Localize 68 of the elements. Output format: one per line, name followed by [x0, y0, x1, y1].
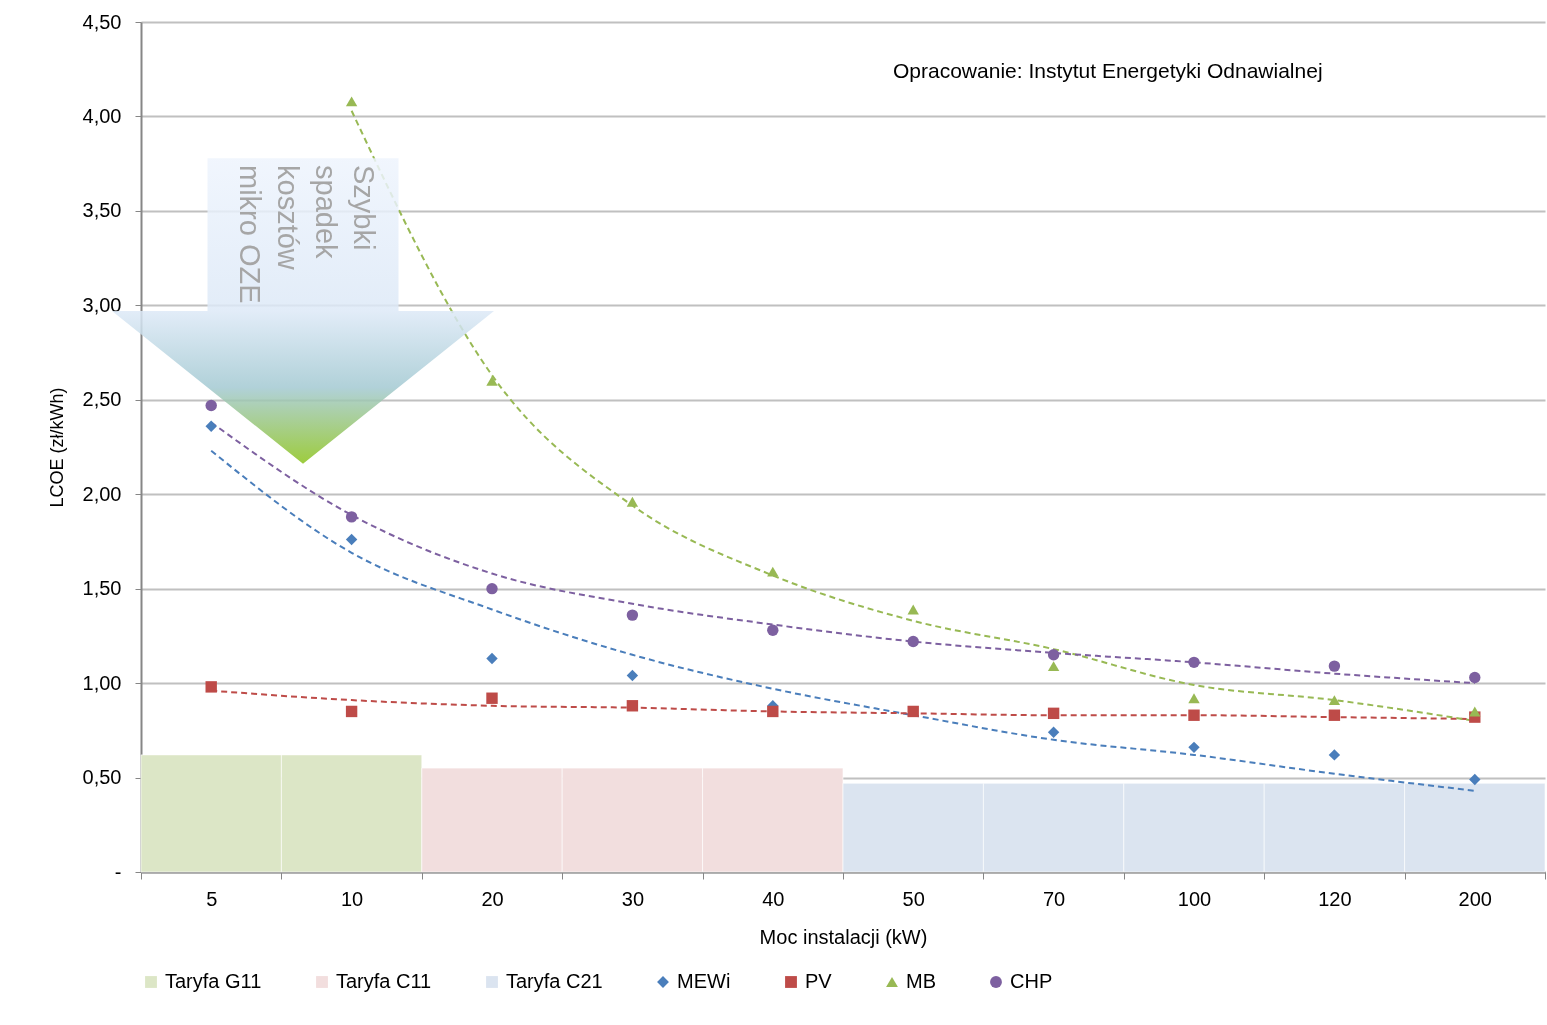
y-tick-label: 3,00	[82, 293, 122, 316]
point	[907, 705, 919, 718]
point	[1469, 706, 1481, 717]
point	[767, 624, 779, 636]
point	[626, 496, 639, 507]
x-tick-label: 70	[1042, 887, 1066, 910]
annotation: Opracowanie: Instytut Energetyki Odnawialnej	[893, 59, 1323, 82]
y-tick-label: -	[114, 860, 122, 883]
y-tick-label: 1,00	[82, 671, 122, 694]
point	[486, 582, 498, 595]
point	[205, 399, 217, 412]
x-tick-label: 120	[1318, 887, 1352, 910]
point	[1188, 656, 1200, 669]
point	[1469, 773, 1481, 786]
point	[767, 705, 779, 718]
y-tick-label: 2,50	[82, 388, 122, 411]
x-tick-label: 20	[481, 887, 504, 910]
y-tick-label: 3,50	[82, 199, 122, 222]
point	[345, 533, 358, 546]
point	[1328, 660, 1341, 672]
y-tick-label: 2,00	[82, 482, 122, 505]
point	[1188, 741, 1200, 754]
legend-label: CHP	[1010, 970, 1053, 992]
x-tick-label: 5	[206, 887, 218, 910]
point	[767, 566, 779, 577]
x-tick-label: 30	[621, 887, 645, 910]
legend-label: PV	[805, 970, 833, 992]
x-tick-label: 10	[340, 887, 364, 910]
point	[1047, 707, 1060, 720]
legend-label: MEWi	[677, 970, 731, 992]
point	[907, 604, 919, 615]
point	[1188, 709, 1200, 721]
y-tick-label: 0,50	[82, 766, 122, 789]
x-tick-label: 100	[1177, 887, 1212, 910]
point	[1188, 693, 1200, 704]
y-tick-label: 4,00	[82, 104, 122, 127]
x-tick-label: 50	[902, 887, 925, 910]
point	[486, 375, 498, 386]
point	[345, 96, 358, 107]
legend-label: Taryfa C21	[506, 970, 603, 992]
point	[626, 609, 639, 621]
point	[1047, 649, 1060, 661]
point	[626, 669, 639, 682]
y-tick-label: 4,50	[82, 10, 122, 33]
legend-label: MB	[906, 970, 936, 992]
point	[1328, 709, 1341, 721]
x-tick-label: 200	[1458, 887, 1492, 910]
y-tick-label: 1,50	[82, 577, 122, 600]
y-axis-title: LCOE (zł/kWh)	[46, 387, 67, 508]
point	[1328, 749, 1341, 761]
point	[345, 705, 358, 718]
point	[1328, 695, 1341, 706]
point	[345, 511, 358, 523]
point	[486, 692, 498, 704]
line-series	[210, 449, 1476, 792]
legend-label: Taryfa C11	[336, 970, 432, 992]
point	[486, 652, 498, 665]
point	[205, 420, 217, 432]
point	[1047, 661, 1060, 672]
point	[205, 681, 217, 693]
point	[1047, 726, 1060, 738]
x-axis-title: Moc instalacji (kW)	[759, 925, 928, 948]
point	[626, 700, 639, 712]
legend-label: Taryfa G11	[165, 970, 262, 992]
x-tick-label: 40	[762, 887, 785, 910]
point	[1469, 671, 1481, 684]
annotation: Szybki spadek kosztów mikro OZE	[234, 165, 380, 304]
point	[907, 635, 919, 648]
